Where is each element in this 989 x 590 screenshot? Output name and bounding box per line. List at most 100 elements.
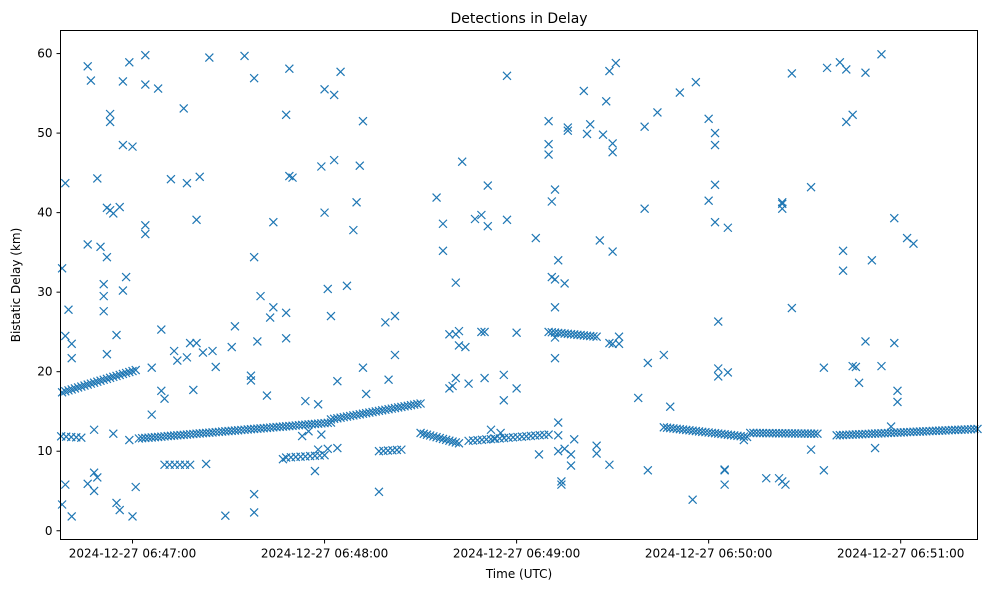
data-point bbox=[128, 142, 137, 152]
x-tick-label: 2024-12-27 06:49:00 bbox=[453, 547, 580, 561]
data-point bbox=[67, 339, 77, 349]
data-point bbox=[252, 337, 262, 346]
data-point bbox=[57, 500, 67, 509]
data-point bbox=[889, 213, 899, 223]
data-point bbox=[390, 311, 400, 321]
data-point bbox=[790, 429, 800, 438]
data-point bbox=[310, 466, 320, 476]
data-point bbox=[105, 109, 115, 119]
data-point bbox=[556, 480, 566, 490]
data-point bbox=[771, 428, 781, 438]
x-tick-label: 2024-12-27 06:51:00 bbox=[837, 547, 964, 561]
data-point bbox=[787, 303, 797, 313]
data-point bbox=[185, 338, 195, 348]
data-point bbox=[691, 77, 701, 87]
data-point bbox=[316, 162, 326, 171]
data-point bbox=[438, 246, 448, 256]
data-point bbox=[665, 402, 675, 412]
data-point bbox=[531, 233, 541, 243]
data-point bbox=[92, 174, 102, 183]
data-point bbox=[592, 449, 602, 459]
data-point bbox=[195, 172, 205, 182]
data-point bbox=[457, 157, 467, 167]
x-axis-ticks: 2024-12-27 06:47:00 2024-12-27 06:48:00 20… bbox=[69, 539, 964, 561]
data-point bbox=[352, 197, 361, 207]
data-point bbox=[76, 433, 86, 443]
data-point bbox=[889, 338, 899, 348]
data-point bbox=[246, 376, 256, 385]
data-point bbox=[502, 215, 512, 225]
data-point bbox=[444, 329, 454, 339]
data-point bbox=[544, 139, 554, 149]
data-point bbox=[435, 433, 445, 443]
data-point bbox=[355, 161, 365, 171]
data-point bbox=[604, 460, 614, 470]
data-point bbox=[432, 432, 442, 442]
data-point bbox=[60, 386, 70, 396]
data-point bbox=[83, 479, 93, 489]
data-point bbox=[230, 321, 240, 331]
data-point bbox=[550, 275, 560, 284]
data-point bbox=[169, 346, 179, 356]
data-point bbox=[57, 263, 67, 273]
data-point bbox=[553, 418, 563, 428]
data-point bbox=[704, 196, 714, 206]
data-point bbox=[115, 370, 125, 380]
x-tick-label: 2024-12-27 06:50:00 bbox=[645, 547, 772, 561]
data-point bbox=[332, 376, 342, 386]
data-point bbox=[172, 356, 182, 365]
data-point bbox=[60, 178, 70, 188]
data-point bbox=[765, 428, 774, 438]
data-point bbox=[448, 381, 458, 391]
x-axis-label: Time (UTC) bbox=[485, 567, 552, 581]
data-point bbox=[60, 480, 70, 490]
data-point bbox=[89, 468, 99, 478]
data-point bbox=[99, 279, 109, 289]
data-point bbox=[582, 129, 592, 139]
data-point bbox=[877, 361, 886, 371]
data-point bbox=[86, 379, 96, 389]
data-point bbox=[281, 308, 291, 318]
data-point bbox=[550, 353, 560, 363]
data-point bbox=[416, 399, 426, 408]
data-point bbox=[384, 375, 393, 385]
data-point bbox=[793, 429, 803, 438]
data-point bbox=[806, 429, 816, 439]
data-point bbox=[329, 90, 339, 100]
data-point bbox=[893, 386, 902, 396]
data-point bbox=[893, 397, 902, 407]
data-point bbox=[83, 61, 93, 71]
y-tick-label: 10 bbox=[37, 444, 52, 458]
data-point bbox=[579, 86, 589, 96]
data-point bbox=[444, 436, 454, 446]
data-point bbox=[777, 428, 787, 438]
data-point bbox=[416, 428, 426, 438]
data-point bbox=[476, 327, 486, 337]
data-point bbox=[512, 383, 522, 393]
data-point bbox=[614, 339, 624, 349]
data-point bbox=[83, 240, 93, 249]
data-point bbox=[739, 432, 749, 441]
data-point bbox=[92, 473, 102, 482]
data-point bbox=[454, 326, 464, 336]
data-point bbox=[688, 495, 698, 505]
data-point bbox=[877, 49, 886, 59]
data-point bbox=[608, 139, 618, 148]
data-point bbox=[768, 428, 778, 438]
y-tick-label: 60 bbox=[37, 47, 52, 61]
data-point bbox=[179, 104, 189, 113]
data-point bbox=[787, 69, 797, 78]
data-point bbox=[396, 445, 406, 455]
data-point bbox=[147, 410, 157, 420]
data-point bbox=[115, 505, 125, 515]
x-tick-label: 2024-12-27 06:47:00 bbox=[69, 547, 196, 561]
plot-area bbox=[56, 30, 982, 540]
data-point bbox=[755, 428, 765, 438]
data-point bbox=[640, 122, 650, 132]
data-point bbox=[326, 311, 336, 321]
data-point bbox=[611, 58, 621, 68]
data-point bbox=[99, 375, 109, 385]
data-point bbox=[787, 428, 797, 438]
y-tick-label: 0 bbox=[45, 524, 53, 538]
data-point bbox=[553, 446, 563, 456]
